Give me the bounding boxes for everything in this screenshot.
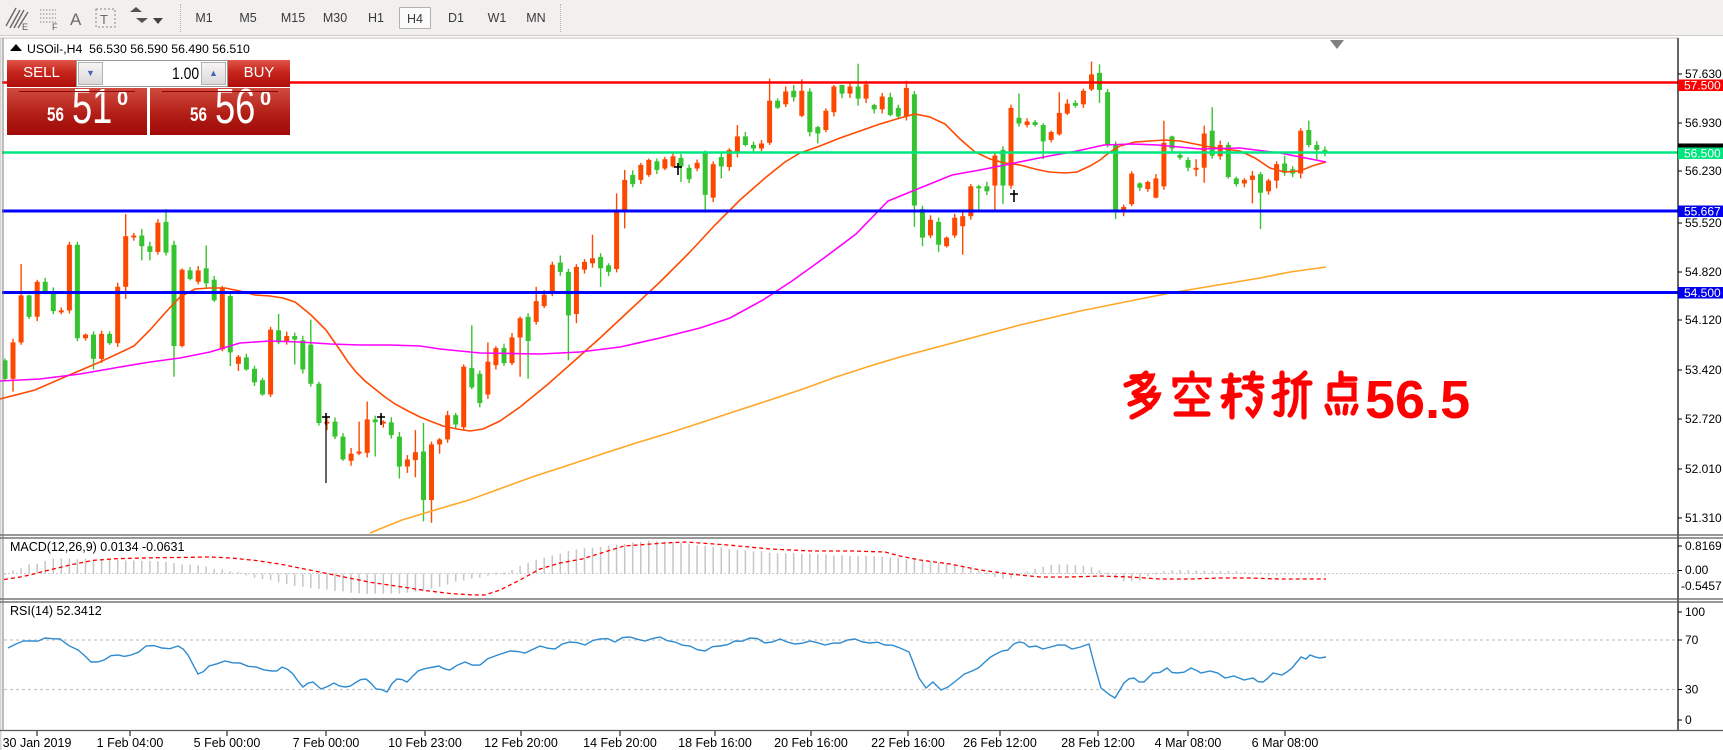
svg-text:28 Feb 12:00: 28 Feb 12:00 (1061, 736, 1135, 750)
svg-text:57.500: 57.500 (1684, 79, 1721, 93)
svg-text:F: F (52, 22, 58, 32)
svg-text:1 Feb 04:00: 1 Feb 04:00 (97, 736, 164, 750)
svg-text:100: 100 (1685, 605, 1705, 619)
svg-text:0: 0 (1685, 713, 1692, 727)
svg-text:18 Feb 16:00: 18 Feb 16:00 (678, 736, 752, 750)
svg-text:56.230: 56.230 (1685, 164, 1722, 178)
svg-text:5 Feb 00:00: 5 Feb 00:00 (194, 736, 261, 750)
svg-text:57.630: 57.630 (1685, 67, 1722, 81)
svg-text:7 Feb 00:00: 7 Feb 00:00 (293, 736, 360, 750)
svg-text:70: 70 (1685, 633, 1699, 647)
svg-text:26 Feb 12:00: 26 Feb 12:00 (963, 736, 1037, 750)
svg-text:53.420: 53.420 (1685, 363, 1722, 377)
svg-text:51.310: 51.310 (1685, 511, 1722, 525)
svg-text:14 Feb 20:00: 14 Feb 20:00 (583, 736, 657, 750)
svg-text:54.120: 54.120 (1685, 313, 1722, 327)
svg-text:T: T (100, 12, 108, 27)
svg-text:22 Feb 16:00: 22 Feb 16:00 (871, 736, 945, 750)
svg-text:6 Mar 08:00: 6 Mar 08:00 (1252, 736, 1319, 750)
svg-text:USOil-,H4 56.530 56.590 56.49: USOil-,H4 56.530 56.590 56.490 56.510 (27, 42, 250, 56)
svg-text:30 Jan 2019: 30 Jan 2019 (3, 736, 72, 750)
svg-text:A: A (70, 10, 82, 29)
svg-text:MACD(12,26,9) 0.0134 -0.0631: MACD(12,26,9) 0.0134 -0.0631 (10, 540, 184, 554)
svg-text:-0.5457: -0.5457 (1681, 579, 1722, 593)
svg-text:30: 30 (1685, 683, 1699, 697)
svg-text:RSI(14) 52.3412: RSI(14) 52.3412 (10, 604, 102, 618)
svg-text:56.500: 56.500 (1684, 147, 1721, 161)
svg-text:20 Feb 16:00: 20 Feb 16:00 (774, 736, 848, 750)
svg-text:10 Feb 23:00: 10 Feb 23:00 (388, 736, 462, 750)
svg-text:54.820: 54.820 (1685, 265, 1722, 279)
svg-text:56.5: 56.5 (1365, 370, 1470, 430)
svg-text:55.520: 55.520 (1685, 216, 1722, 230)
svg-text:E: E (22, 22, 28, 32)
svg-text:52.720: 52.720 (1685, 412, 1722, 426)
svg-text:56.930: 56.930 (1685, 116, 1722, 130)
svg-text:4 Mar 08:00: 4 Mar 08:00 (1155, 736, 1222, 750)
svg-text:0.00: 0.00 (1685, 563, 1709, 577)
svg-text:54.500: 54.500 (1684, 286, 1721, 300)
svg-text:12 Feb 20:00: 12 Feb 20:00 (484, 736, 558, 750)
svg-text:52.010: 52.010 (1685, 462, 1722, 476)
svg-text:55.667: 55.667 (1684, 205, 1721, 219)
svg-text:0.8169: 0.8169 (1685, 539, 1722, 553)
